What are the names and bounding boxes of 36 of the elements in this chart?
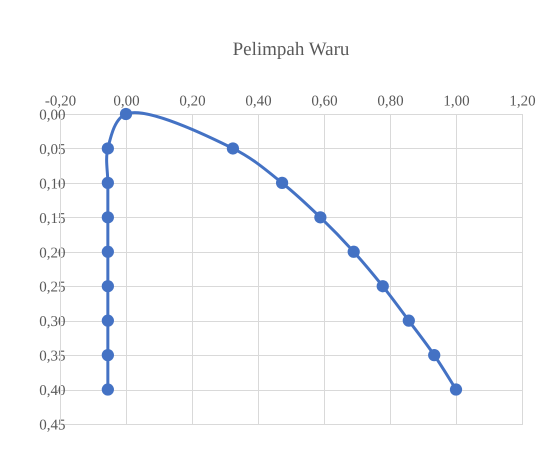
y-tick-label: 0,45 (39, 418, 66, 434)
point (402, 314, 415, 327)
point (348, 246, 360, 258)
x-tick-label: 0,80 (377, 94, 404, 110)
y-tick-label: 0,30 (39, 314, 66, 330)
y-tick-label: 0,00 (39, 108, 66, 124)
point (376, 280, 389, 292)
point (102, 246, 114, 258)
x-tick-label: 1,00 (443, 94, 470, 110)
y-tick-label: 0,40 (39, 383, 66, 400)
point (314, 211, 326, 224)
x-tick-label: -0,20 (44, 94, 76, 110)
point (428, 349, 440, 362)
x-tick-label: 0,40 (245, 94, 272, 110)
chart-title: Pelimpah Waru (232, 39, 350, 60)
y-tick-label: 0,15 (39, 210, 66, 227)
point (450, 383, 462, 396)
point (226, 142, 240, 155)
y-tick-label: 0,10 (39, 176, 66, 192)
y-tick-label: 0,25 (39, 280, 66, 296)
x-tick-label: 0,20 (179, 94, 206, 110)
point (102, 383, 114, 396)
point (102, 314, 114, 327)
y-tick-label: 0,05 (39, 142, 66, 158)
point (120, 108, 132, 120)
point (102, 211, 114, 224)
point (276, 176, 288, 189)
point (102, 176, 114, 189)
x-tick-label: 1,20 (509, 94, 536, 110)
point (102, 142, 114, 155)
x-tick-label: 0,60 (311, 94, 338, 110)
x-tick-label: 0,00 (113, 94, 140, 110)
y-tick-label: 0,35 (39, 348, 66, 365)
point (102, 280, 114, 292)
y-tick-label: 0,20 (39, 245, 66, 262)
point (102, 349, 114, 362)
